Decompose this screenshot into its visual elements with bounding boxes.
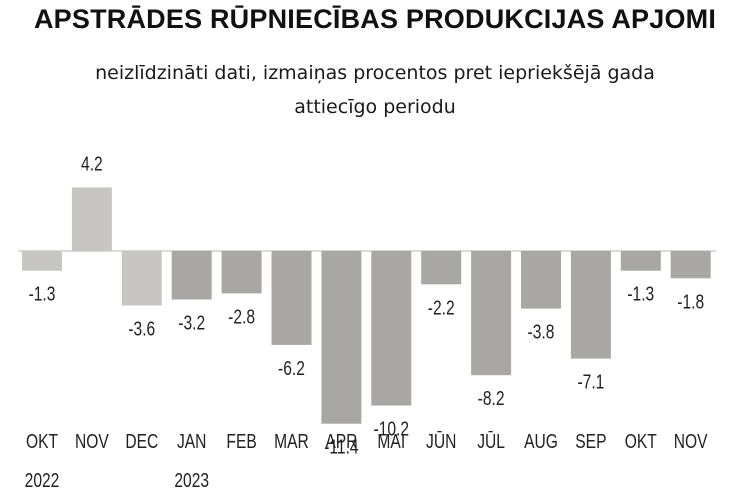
bar-10 (471, 251, 512, 376)
bar-4 (171, 251, 212, 300)
year-label-1: 2022 (25, 469, 60, 491)
value-label-4: -3.2 (178, 312, 205, 334)
category-label-1: OKT (26, 430, 58, 452)
value-label-2: 4.2 (81, 153, 103, 175)
value-label-7: -11.4 (324, 436, 358, 458)
category-label-8: MAI (377, 430, 405, 452)
category-label-6: MAR (274, 430, 309, 452)
value-label-8: -10.2 (374, 418, 410, 440)
bar-9 (421, 251, 462, 285)
category-label-4: JAN (177, 430, 206, 452)
value-label-12: -7.1 (577, 371, 604, 393)
bar-5 (221, 251, 262, 294)
category-label-5: FEB (226, 430, 256, 452)
chart-subtitle-line-1: neizlīdzināti dati, izmaiņas procentos p… (95, 62, 655, 84)
value-label-11: -3.8 (528, 321, 555, 343)
bar-7 (321, 251, 362, 424)
category-label-12: SEP (575, 430, 606, 452)
category-label-7: APR (325, 430, 357, 452)
bar-12 (570, 251, 611, 359)
category-label-13: OKT (625, 430, 657, 452)
value-label-1: -1.3 (29, 283, 56, 305)
value-label-6: -6.2 (278, 357, 305, 379)
category-label-14: NOV (674, 430, 708, 452)
value-label-9: -2.2 (428, 296, 455, 318)
bar-1 (22, 251, 62, 271)
category-label-3: DEC (125, 430, 158, 452)
bar-8 (371, 251, 412, 406)
chart-title: APSTRĀDES RŪPNIECĪBAS PRODUKCIJAS APJOMI (33, 4, 717, 34)
bar-13 (620, 251, 661, 271)
value-label-14: -1.8 (677, 290, 704, 312)
value-label-3: -3.6 (128, 318, 155, 340)
chart-subtitle-line-2: attiecīgo periodu (294, 96, 456, 118)
bar-2 (71, 187, 112, 251)
category-label-2: NOV (75, 430, 109, 452)
bar-3 (121, 251, 162, 306)
value-label-10: -8.2 (478, 387, 505, 409)
bar-11 (521, 251, 561, 309)
bar-14 (670, 251, 711, 279)
value-label-13: -1.3 (627, 283, 654, 305)
bar-6 (271, 251, 312, 345)
value-label-5: -2.8 (228, 306, 255, 328)
category-label-10: JŪL (477, 430, 505, 452)
category-label-9: JŪN (426, 430, 456, 452)
year-label-4: 2023 (174, 469, 209, 491)
category-label-11: AUG (524, 430, 558, 452)
